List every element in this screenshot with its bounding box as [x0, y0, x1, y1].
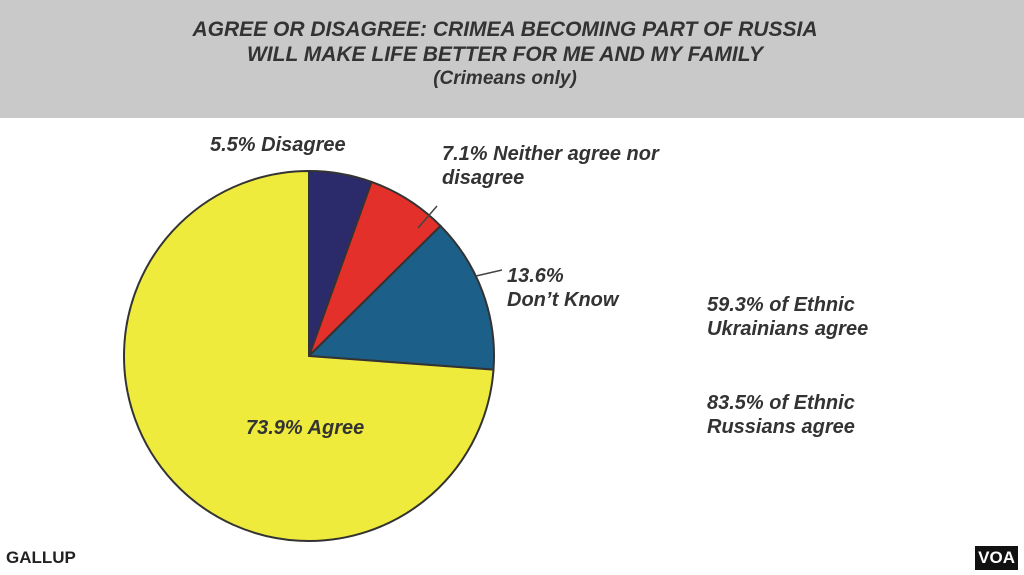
chart-subtitle: (Crimeans only) [433, 68, 577, 89]
slice-label: 5.5% Disagree [210, 133, 346, 157]
value-label: 73.9% [246, 417, 303, 439]
category-label: Agree [307, 417, 365, 439]
chart-title-line: AGREE OR DISAGREE: CRIMEA BECOMING PART … [192, 18, 818, 41]
category-label: Disagree [261, 134, 346, 156]
leader-line [417, 205, 438, 229]
pie-slice [306, 224, 495, 371]
category-label: Don’t Know [507, 289, 619, 311]
chart-title-line: WILL MAKE LIFE BETTER FOR ME AND MY FAMI… [246, 43, 764, 66]
slice-label: 13.6% Don’t Know [507, 264, 618, 312]
pie-slice [123, 169, 495, 542]
annotation: 83.5% of Ethnic Russians agree [707, 392, 855, 438]
value-label: 7.1% [442, 143, 488, 165]
value-label: 5.5% [210, 134, 256, 156]
leader-line [475, 269, 503, 277]
slice-label: 7.1% Neither agree nor disagree [442, 142, 677, 190]
annotation: 59.3% of Ethnic Ukrainians agree [707, 294, 869, 340]
credit: VOA [975, 546, 1018, 570]
slice-label: 73.9% Agree [246, 416, 364, 440]
title-band [0, 0, 1024, 118]
value-label: 13.6% [507, 265, 564, 287]
source: GALLUP [6, 548, 76, 567]
category-label: Neither agree nor disagree [442, 143, 659, 189]
